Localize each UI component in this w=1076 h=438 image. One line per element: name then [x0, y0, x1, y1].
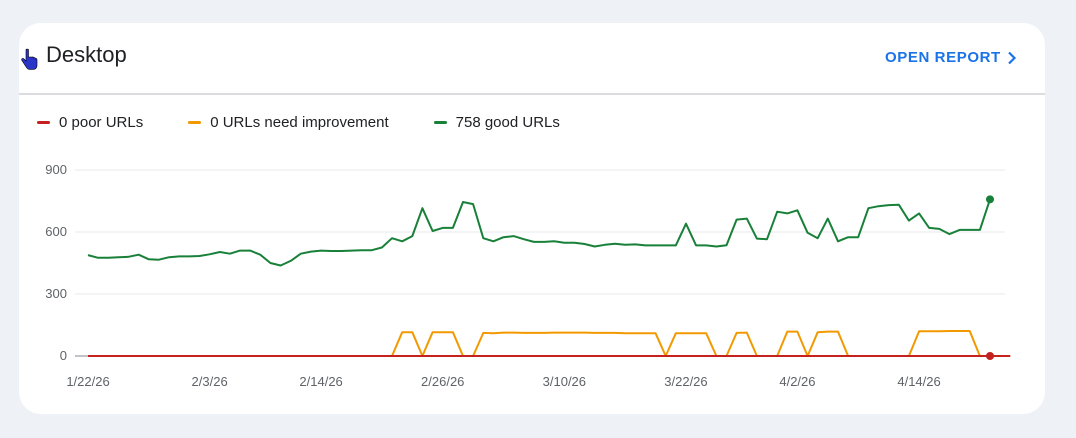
y-tick-label: 0 — [60, 348, 67, 363]
poor-endpoint-marker — [986, 352, 994, 360]
desktop-card — [19, 23, 1045, 414]
legend-item-poor: 0 poor URLs — [37, 114, 143, 131]
legend-label-good: 758 good URLs — [455, 114, 560, 131]
open-report-label: OPEN REPORT — [885, 49, 1001, 66]
x-tick-label: 2/3/26 — [192, 374, 228, 389]
x-tick-label: 4/14/26 — [897, 374, 940, 389]
chart-legend: 0 poor URLs 0 URLs need improvement 758 … — [37, 114, 605, 131]
y-tick-label: 600 — [45, 224, 67, 239]
hand-pointer-icon — [21, 48, 38, 70]
header-divider — [19, 93, 1045, 95]
legend-label-poor: 0 poor URLs — [59, 114, 144, 131]
card-title: Desktop — [46, 42, 127, 67]
open-report-link[interactable]: OPEN REPORT — [885, 49, 1017, 66]
x-tick-label: 4/2/26 — [779, 374, 815, 389]
x-tick-label: 2/26/26 — [421, 374, 464, 389]
x-tick-label: 3/10/26 — [543, 374, 586, 389]
legend-swatch-good — [433, 121, 447, 124]
legend-item-needs-improvement: 0 URLs need improvement — [188, 114, 389, 131]
legend-swatch-poor — [37, 121, 50, 124]
legend-item-good: 758 good URLs — [433, 114, 560, 131]
y-tick-label: 300 — [45, 286, 67, 301]
x-tick-label: 1/22/26 — [66, 374, 109, 389]
chevron-right-icon — [1008, 51, 1016, 64]
series-line-good — [87, 198, 991, 267]
series-line-needs-improvement — [88, 330, 981, 357]
y-tick-label: 900 — [45, 162, 67, 177]
legend-swatch-needs-improvement — [188, 121, 202, 124]
x-tick-label: 3/22/26 — [664, 374, 707, 389]
good-endpoint-marker — [986, 195, 994, 204]
legend-label-needs-improvement: 0 URLs need improvement — [210, 114, 389, 131]
x-tick-label: 2/14/26 — [299, 374, 342, 389]
